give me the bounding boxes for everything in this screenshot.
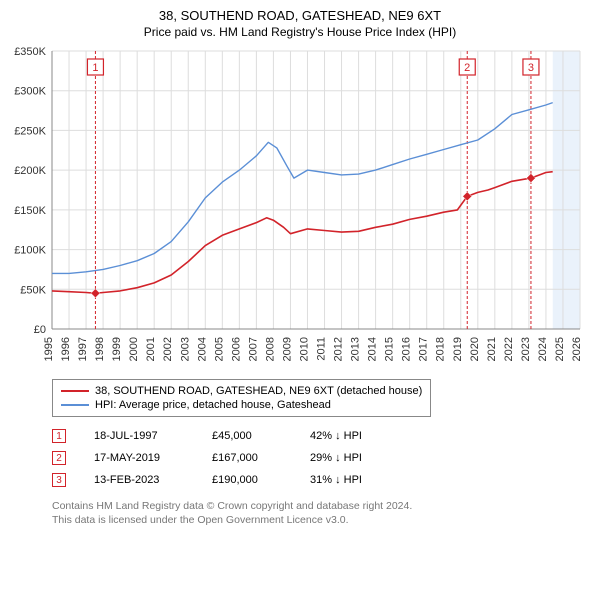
svg-text:1996: 1996 [60,337,72,361]
line-chart-svg: £0 £50K £100K £150K £200K £250K £300K £350K 1995… [10,45,590,375]
svg-text:2014: 2014 [367,337,379,361]
svg-text:2001: 2001 [145,337,157,361]
svg-text:2016: 2016 [401,337,413,361]
svg-text:£300K: £300K [14,86,46,98]
svg-text:2009: 2009 [281,337,293,361]
transaction-date: 17-MAY-2019 [94,452,184,464]
svg-text:2002: 2002 [162,337,174,361]
transaction-marker: 2 [52,451,66,465]
transaction-price: £190,000 [212,474,282,486]
svg-text:£50K: £50K [20,284,46,296]
legend-row: 38, SOUTHEND ROAD, GATESHEAD, NE9 6XT (d… [61,384,422,398]
attribution: Contains HM Land Registry data © Crown c… [52,499,590,527]
svg-text:2007: 2007 [247,337,259,361]
legend-label: 38, SOUTHEND ROAD, GATESHEAD, NE9 6XT (d… [95,385,422,397]
transaction-diff: 42% ↓ HPI [310,430,400,442]
svg-text:2021: 2021 [486,337,498,361]
svg-text:£100K: £100K [14,245,46,257]
svg-text:2003: 2003 [179,337,191,361]
transaction-marker: 1 [52,429,66,443]
transaction-marker: 3 [52,473,66,487]
attribution-line: This data is licensed under the Open Gov… [52,513,590,527]
svg-text:1998: 1998 [94,337,106,361]
transaction-diff: 29% ↓ HPI [310,452,400,464]
svg-text:2019: 2019 [452,337,464,361]
svg-text:1999: 1999 [111,337,123,361]
attribution-line: Contains HM Land Registry data © Crown c… [52,499,590,513]
legend-row: HPI: Average price, detached house, Gate… [61,398,422,412]
svg-text:2017: 2017 [418,337,430,361]
transaction-date: 13-FEB-2023 [94,474,184,486]
svg-text:2025: 2025 [554,337,566,361]
svg-text:£0: £0 [34,324,46,336]
svg-text:2008: 2008 [264,337,276,361]
svg-text:2000: 2000 [128,337,140,361]
svg-text:2004: 2004 [196,337,208,361]
svg-text:2023: 2023 [520,337,532,361]
svg-text:2024: 2024 [537,337,549,361]
transactions-table: 1 18-JUL-1997 £45,000 42% ↓ HPI 2 17-MAY-2019… [52,425,590,491]
svg-text:1997: 1997 [77,337,89,361]
legend: 38, SOUTHEND ROAD, GATESHEAD, NE9 6XT (d… [52,379,431,417]
chart-container: 38, SOUTHEND ROAD, GATESHEAD, NE9 6XT Pr… [0,0,600,537]
svg-text:1: 1 [92,62,98,74]
chart-area: £0 £50K £100K £150K £200K £250K £300K £350K 1995… [10,45,590,375]
svg-text:£250K: £250K [14,125,46,137]
transaction-row: 2 17-MAY-2019 £167,000 29% ↓ HPI [52,447,590,469]
svg-text:£350K: £350K [14,46,46,58]
chart-subtitle: Price paid vs. HM Land Registry's House … [10,25,590,39]
svg-text:2005: 2005 [213,337,225,361]
svg-text:£200K: £200K [14,165,46,177]
title-block: 38, SOUTHEND ROAD, GATESHEAD, NE9 6XT Pr… [10,8,590,39]
svg-text:2012: 2012 [333,337,345,361]
svg-text:2006: 2006 [230,337,242,361]
svg-text:2010: 2010 [298,337,310,361]
svg-text:2022: 2022 [503,337,515,361]
chart-title: 38, SOUTHEND ROAD, GATESHEAD, NE9 6XT [10,8,590,23]
transaction-diff: 31% ↓ HPI [310,474,400,486]
svg-text:£150K: £150K [14,205,46,217]
legend-label: HPI: Average price, detached house, Gate… [95,399,331,411]
transaction-date: 18-JUL-1997 [94,430,184,442]
svg-text:1995: 1995 [43,337,55,361]
svg-text:2013: 2013 [350,337,362,361]
svg-text:3: 3 [528,62,534,74]
transaction-row: 1 18-JUL-1997 £45,000 42% ↓ HPI [52,425,590,447]
transaction-price: £167,000 [212,452,282,464]
transaction-row: 3 13-FEB-2023 £190,000 31% ↓ HPI [52,469,590,491]
legend-swatch [61,390,89,392]
transaction-price: £45,000 [212,430,282,442]
svg-text:2026: 2026 [571,337,583,361]
svg-text:2: 2 [464,62,470,74]
svg-text:2018: 2018 [435,337,447,361]
svg-text:2020: 2020 [469,337,481,361]
svg-text:2015: 2015 [384,337,396,361]
legend-swatch [61,404,89,406]
svg-text:2011: 2011 [316,337,328,361]
